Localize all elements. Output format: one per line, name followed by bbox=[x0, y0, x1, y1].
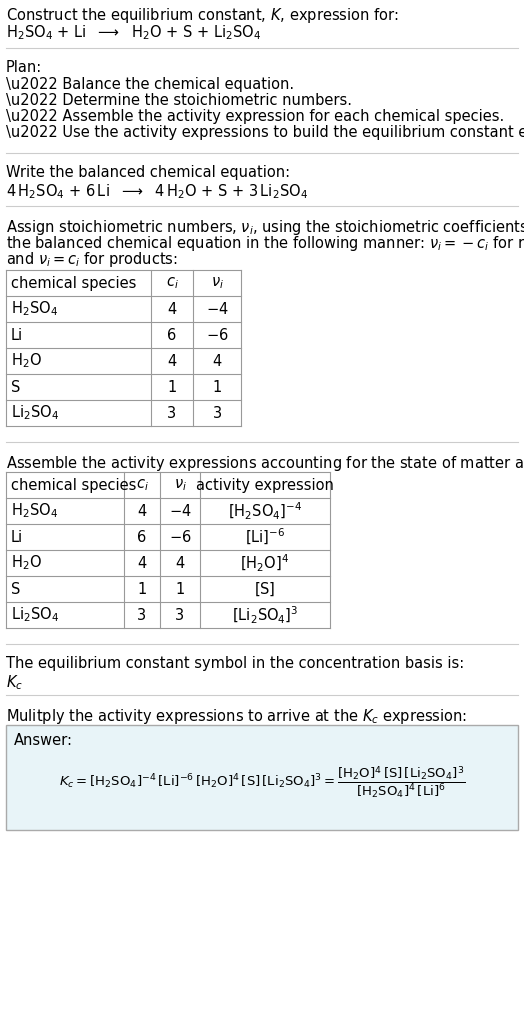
Text: Assign stoichiometric numbers, $\nu_i$, using the stoichiometric coefficients, $: Assign stoichiometric numbers, $\nu_i$, … bbox=[6, 218, 524, 237]
Text: the balanced chemical equation in the following manner: $\nu_i = -c_i$ for react: the balanced chemical equation in the fo… bbox=[6, 234, 524, 253]
Text: $\mathrm{H_2SO_4}$: $\mathrm{H_2SO_4}$ bbox=[11, 501, 58, 521]
Text: 6: 6 bbox=[137, 530, 147, 544]
Text: $-4$: $-4$ bbox=[205, 301, 228, 317]
Text: 4: 4 bbox=[167, 354, 177, 369]
Text: 3: 3 bbox=[137, 607, 147, 623]
Text: 4: 4 bbox=[167, 302, 177, 317]
Text: Li: Li bbox=[11, 327, 23, 342]
Text: $[\mathrm{Li}]^{-6}$: $[\mathrm{Li}]^{-6}$ bbox=[245, 527, 285, 547]
Text: $[\mathrm{S}]$: $[\mathrm{S}]$ bbox=[254, 580, 276, 598]
Text: S: S bbox=[11, 379, 20, 394]
Text: \u2022 Use the activity expressions to build the equilibrium constant expression: \u2022 Use the activity expressions to b… bbox=[6, 125, 524, 140]
Text: Answer:: Answer: bbox=[14, 733, 73, 748]
Text: $\mathrm{Li_2SO_4}$: $\mathrm{Li_2SO_4}$ bbox=[11, 404, 59, 422]
Text: $K_c = [\mathrm{H_2SO_4}]^{-4}\,[\mathrm{Li}]^{-6}\,[\mathrm{H_2O}]^{4}\,[\mathr: $K_c = [\mathrm{H_2SO_4}]^{-4}\,[\mathrm… bbox=[59, 765, 465, 801]
Text: $c_i$: $c_i$ bbox=[166, 275, 178, 290]
Text: 4: 4 bbox=[176, 555, 184, 571]
Text: $-6$: $-6$ bbox=[169, 529, 191, 545]
Text: Write the balanced chemical equation:: Write the balanced chemical equation: bbox=[6, 165, 290, 180]
Text: Construct the equilibrium constant, $K$, expression for:: Construct the equilibrium constant, $K$,… bbox=[6, 6, 399, 25]
Text: $K_c$: $K_c$ bbox=[6, 673, 23, 692]
Text: 1: 1 bbox=[176, 582, 184, 596]
Text: Li: Li bbox=[11, 530, 23, 544]
Text: $c_i$: $c_i$ bbox=[136, 477, 148, 493]
Text: Mulitply the activity expressions to arrive at the $K_c$ expression:: Mulitply the activity expressions to arr… bbox=[6, 707, 467, 726]
Text: $\nu_i$: $\nu_i$ bbox=[211, 275, 223, 290]
Text: The equilibrium constant symbol in the concentration basis is:: The equilibrium constant symbol in the c… bbox=[6, 656, 464, 671]
Text: S: S bbox=[11, 582, 20, 596]
Text: activity expression: activity expression bbox=[196, 478, 334, 492]
Text: $\mathrm{H_2SO_4}$: $\mathrm{H_2SO_4}$ bbox=[11, 300, 58, 318]
Text: 4: 4 bbox=[137, 503, 147, 519]
Text: chemical species: chemical species bbox=[11, 478, 136, 492]
Text: $\mathrm{H_2SO_4}$ + Li  $\longrightarrow$  $\mathrm{H_2O}$ + S + $\mathrm{Li_2S: $\mathrm{H_2SO_4}$ + Li $\longrightarrow… bbox=[6, 23, 261, 42]
Text: $[\mathrm{H_2O}]^{4}$: $[\mathrm{H_2O}]^{4}$ bbox=[241, 552, 290, 574]
Text: $4\,\mathrm{H_2SO_4}$ + $6\,\mathrm{Li}$  $\longrightarrow$  $4\,\mathrm{H_2O}$ : $4\,\mathrm{H_2SO_4}$ + $6\,\mathrm{Li}$… bbox=[6, 182, 308, 201]
Text: Plan:: Plan: bbox=[6, 60, 42, 75]
Text: 1: 1 bbox=[212, 379, 222, 394]
Text: $\nu_i$: $\nu_i$ bbox=[173, 477, 187, 493]
Text: chemical species: chemical species bbox=[11, 275, 136, 290]
Text: \u2022 Balance the chemical equation.: \u2022 Balance the chemical equation. bbox=[6, 77, 294, 92]
Text: \u2022 Determine the stoichiometric numbers.: \u2022 Determine the stoichiometric numb… bbox=[6, 93, 352, 108]
FancyBboxPatch shape bbox=[6, 725, 518, 830]
Text: 4: 4 bbox=[137, 555, 147, 571]
Text: \u2022 Assemble the activity expression for each chemical species.: \u2022 Assemble the activity expression … bbox=[6, 109, 504, 124]
Text: 3: 3 bbox=[176, 607, 184, 623]
Text: 4: 4 bbox=[212, 354, 222, 369]
Text: 6: 6 bbox=[167, 327, 177, 342]
Text: 1: 1 bbox=[137, 582, 147, 596]
Text: $[\mathrm{Li_2SO_4}]^{3}$: $[\mathrm{Li_2SO_4}]^{3}$ bbox=[232, 604, 298, 626]
Text: 1: 1 bbox=[167, 379, 177, 394]
Text: $\mathrm{H_2O}$: $\mathrm{H_2O}$ bbox=[11, 352, 42, 370]
Text: $\mathrm{H_2O}$: $\mathrm{H_2O}$ bbox=[11, 553, 42, 573]
Text: $-4$: $-4$ bbox=[169, 503, 191, 519]
Text: 3: 3 bbox=[168, 406, 177, 421]
Text: Assemble the activity expressions accounting for the state of matter and $\nu_i$: Assemble the activity expressions accoun… bbox=[6, 454, 524, 473]
Text: $\mathrm{Li_2SO_4}$: $\mathrm{Li_2SO_4}$ bbox=[11, 605, 59, 625]
Text: 3: 3 bbox=[212, 406, 222, 421]
Text: $-6$: $-6$ bbox=[206, 327, 228, 343]
Text: and $\nu_i = c_i$ for products:: and $\nu_i = c_i$ for products: bbox=[6, 250, 178, 269]
Text: $[\mathrm{H_2SO_4}]^{-4}$: $[\mathrm{H_2SO_4}]^{-4}$ bbox=[228, 500, 302, 522]
